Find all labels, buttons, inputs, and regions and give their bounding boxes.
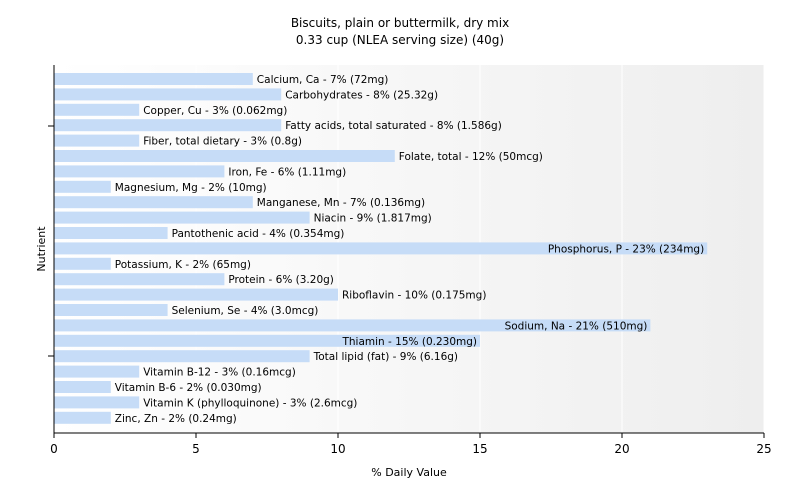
y-axis-label: Nutrient: [35, 226, 48, 272]
bar-label: Vitamin B-12 - 3% (0.16mcg): [143, 367, 296, 379]
bar-label: Riboflavin - 10% (0.175mg): [342, 290, 486, 302]
bar: [54, 319, 651, 332]
bar-label: Copper, Cu - 3% (0.062mg): [143, 105, 287, 117]
bar-label: Fiber, total dietary - 3% (0.8g): [143, 136, 302, 148]
bar-label: Selenium, Se - 4% (3.0mcg): [172, 305, 319, 317]
bars-group: Calcium, Ca - 7% (72mg) Carbohydrates - 8…: [54, 73, 708, 425]
bar: [54, 257, 111, 270]
bar: [54, 334, 480, 347]
bar: [54, 381, 111, 393]
bar-label: Total lipid (fat) - 9% (6.16g): [313, 351, 458, 363]
x-tick-label: 5: [192, 442, 200, 456]
bar-label: Protein - 6% (3.20g): [228, 274, 334, 286]
bar: [54, 288, 338, 301]
x-tick-label: 10: [330, 442, 345, 456]
bar: [54, 73, 253, 85]
axes-group: 0 5 10 15 20 25: [48, 65, 772, 456]
bar: [54, 196, 253, 209]
bar-label: Potassium, K - 2% (65mg): [115, 259, 251, 271]
bar-label: Niacin - 9% (1.817mg): [314, 213, 432, 225]
bar-label: Fatty acids, total saturated - 8% (1.586…: [285, 120, 502, 132]
bar-label: Pantothenic acid - 4% (0.354mg): [172, 228, 345, 240]
bar: [54, 227, 168, 239]
bar: [54, 242, 708, 255]
bar-label: Iron, Fe - 6% (1.11mg): [228, 166, 346, 178]
bar-label: Zinc, Zn - 2% (0.24mg): [115, 413, 237, 425]
bar: [54, 150, 395, 162]
x-axis-label: % Daily Value: [371, 466, 447, 479]
bar: [54, 211, 310, 224]
bar: [54, 273, 225, 286]
bar: [54, 411, 111, 424]
bar-label: Vitamin B-6 - 2% (0.030mg): [115, 382, 262, 394]
bar-label: Thiamin - 15% (0.230mg): [341, 336, 477, 348]
bar: [54, 304, 168, 316]
bar-label: Phosphorus, P - 23% (234mg): [548, 243, 704, 255]
bar-label: Sodium, Na - 21% (510mg): [505, 320, 648, 332]
chart-subtitle: 0.33 cup (NLEA serving size) (40g): [296, 33, 504, 47]
bar: [54, 103, 140, 116]
chart-title: Biscuits, plain or buttermilk, dry mix: [291, 16, 509, 30]
bar-label: Vitamin K (phylloquinone) - 3% (2.6mcg): [143, 397, 357, 409]
x-tick-label: 25: [756, 442, 771, 456]
bar-label: Calcium, Ca - 7% (72mg): [257, 74, 389, 86]
bar: [54, 396, 140, 409]
bar-label: Manganese, Mn - 7% (0.136mg): [257, 197, 425, 209]
bar-label: Carbohydrates - 8% (25.32g): [285, 89, 438, 101]
bar: [54, 119, 282, 132]
x-tick-label: 15: [472, 442, 487, 456]
bar: [54, 165, 225, 178]
bar: [54, 365, 140, 378]
x-tick-label: 20: [614, 442, 629, 456]
bar-label: Magnesium, Mg - 2% (10mg): [115, 182, 267, 194]
bar: [54, 88, 282, 101]
bar: [54, 180, 111, 193]
bar: [54, 134, 140, 147]
bar-label: Folate, total - 12% (50mcg): [399, 151, 543, 163]
x-tick-label: 0: [50, 442, 58, 456]
bar: [54, 350, 310, 363]
